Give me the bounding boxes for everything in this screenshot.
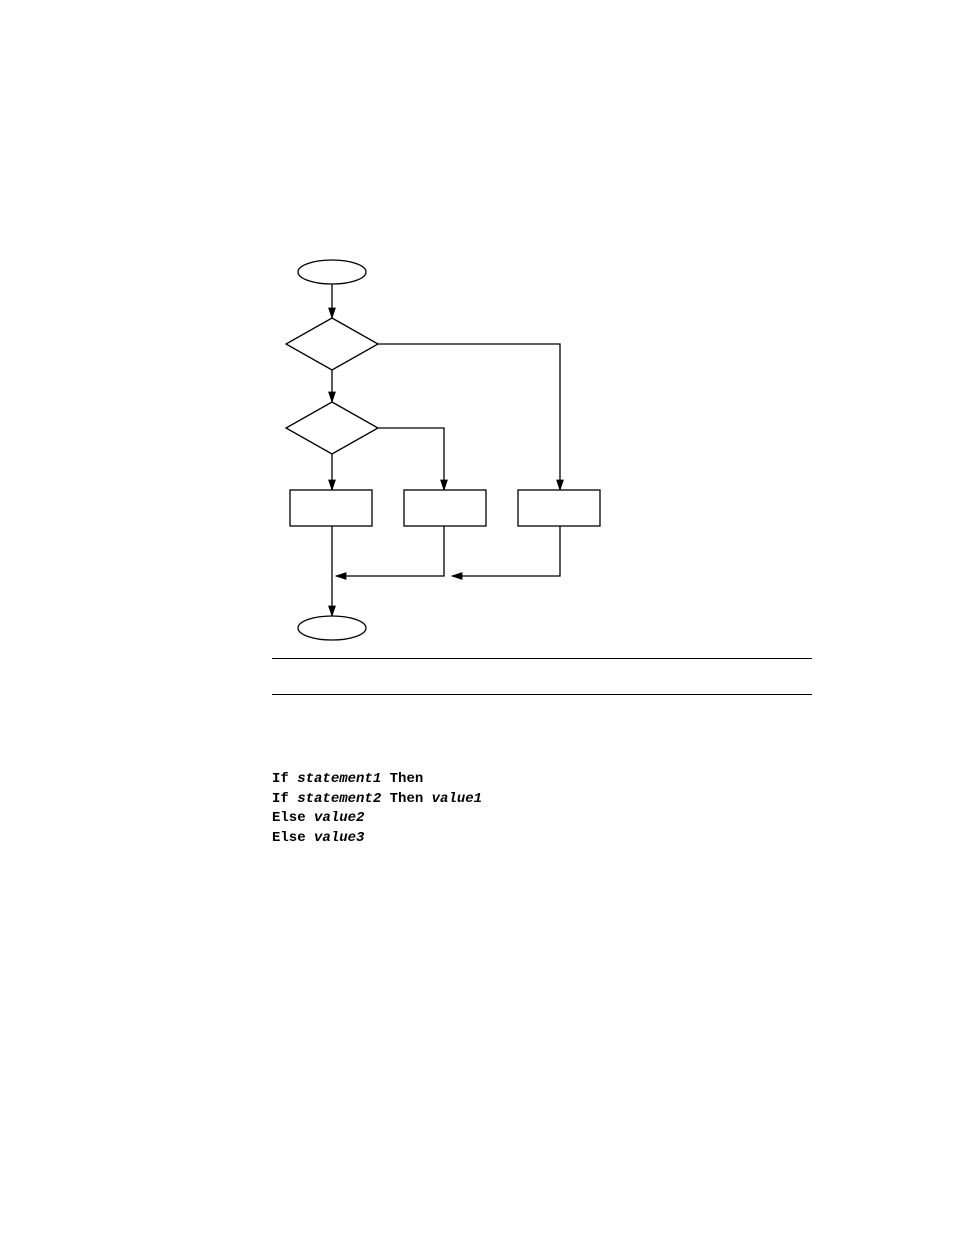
code-ident: statement1 — [297, 771, 381, 787]
code-ident: statement2 — [297, 791, 381, 807]
flowchart-svg — [272, 252, 692, 652]
code-block: If statement1 Then If statement2 Then va… — [272, 770, 482, 848]
code-ident: value2 — [314, 810, 364, 826]
code-ident: value1 — [432, 791, 482, 807]
flowchart-diagram — [272, 252, 692, 652]
code-kw: Then — [381, 791, 431, 807]
code-kw: Else — [272, 830, 314, 846]
code-ident: value3 — [314, 830, 364, 846]
figure-caption-rule-top — [272, 658, 812, 665]
code-kw: If — [272, 791, 297, 807]
code-kw: If — [272, 771, 297, 787]
figure-caption-rule-bottom — [272, 694, 812, 701]
code-kw: Then — [381, 771, 423, 787]
code-kw: Else — [272, 810, 314, 826]
